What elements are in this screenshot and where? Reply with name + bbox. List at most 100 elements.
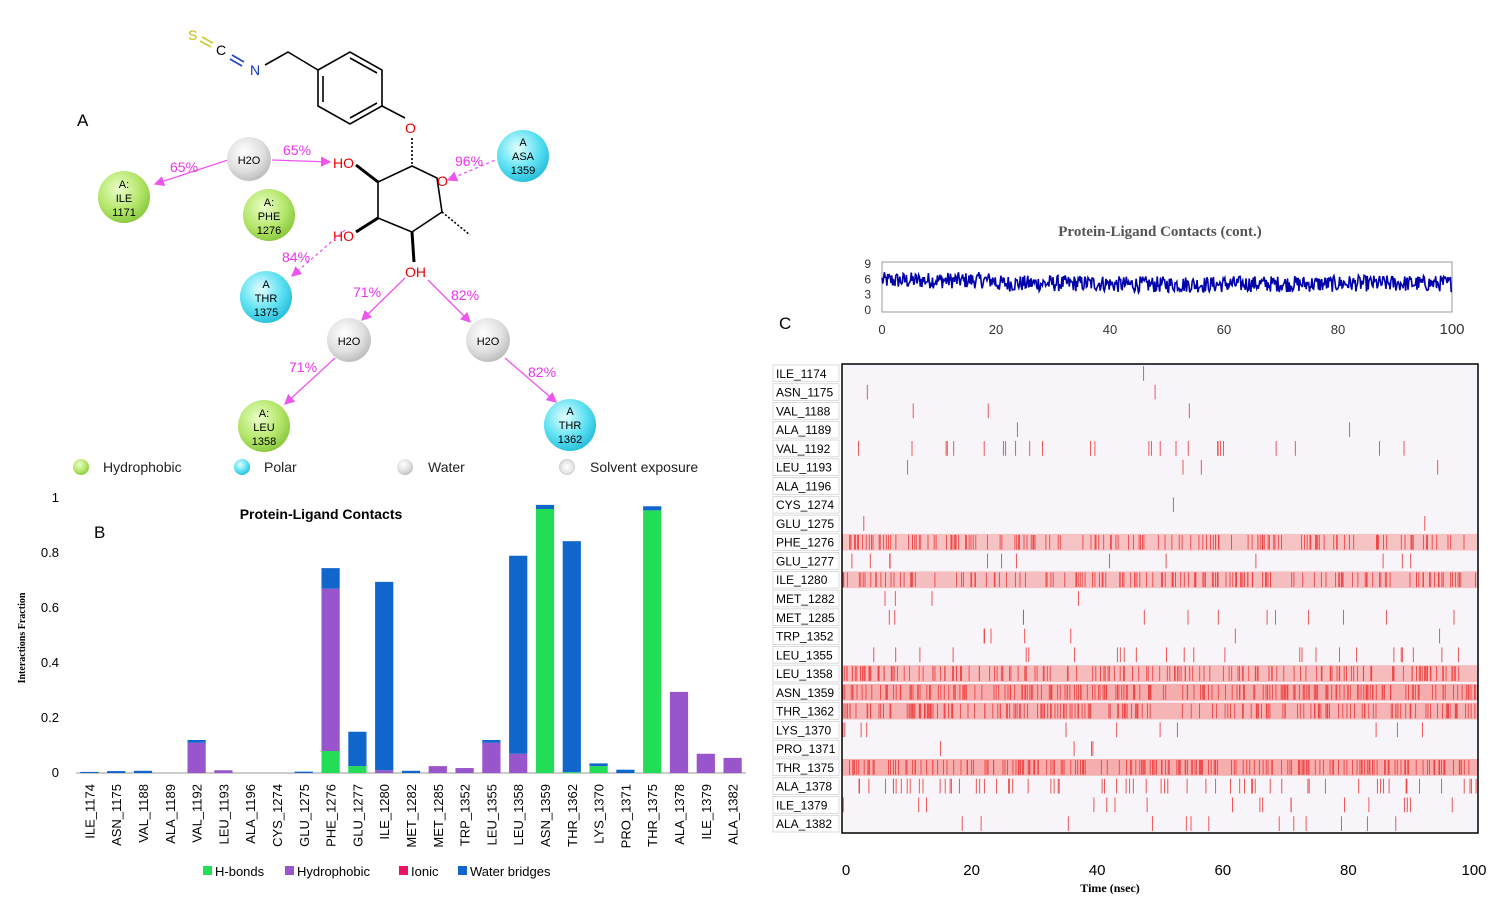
residue-label: THR_1362: [776, 705, 834, 719]
residue-label-box: [772, 458, 840, 476]
chart-b-title: Protein-Ligand Contacts: [240, 506, 403, 522]
bar-segment: [589, 763, 608, 767]
residue-label: TRP_1352: [776, 630, 834, 644]
residue-label: VAL_1192: [776, 442, 831, 456]
x-tick-label: ALA_1378: [672, 784, 687, 845]
res-chain: A:: [264, 197, 274, 209]
residue-label: ILE_1379: [776, 798, 828, 812]
pct-oh-water3: 82%: [451, 287, 479, 303]
x-tick-label: 20: [989, 322, 1003, 337]
x-tick-label: 80: [1340, 862, 1357, 879]
residue-label-box: [772, 814, 840, 833]
residue-label-box: [772, 646, 840, 664]
bar-segment: [294, 771, 313, 773]
legend-solvent-label: Solvent exposure: [590, 459, 698, 475]
bar-segment: [375, 770, 394, 773]
atom-ho-2: HO: [333, 228, 354, 244]
residue-label: ILE_1280: [776, 573, 828, 587]
water-label: H2O: [238, 155, 261, 167]
residue-label-box: [772, 439, 840, 458]
x-tick-label: THR_1375: [645, 784, 660, 847]
molecule-atoms: S C N O O HO HO OH: [188, 27, 448, 280]
bar-segment: [509, 555, 528, 754]
bar-segment: [428, 766, 447, 773]
interaction-percents: 65% 65% 96% 84% 71% 71% 82% 82%: [170, 142, 556, 380]
y-tick-label: 0: [864, 303, 871, 317]
res-num: 1276: [257, 225, 281, 237]
heatmap-x-axis: 0 20 40 60 80 100: [842, 862, 1487, 879]
legend-label: Water bridges: [470, 864, 551, 879]
x-tick-label: LYS_1370: [592, 784, 607, 844]
res-chain: A: [519, 137, 527, 149]
legend-solvent-swatch: [559, 459, 575, 475]
residue-label: LYS_1370: [776, 723, 831, 737]
pct-ile-water: 65%: [170, 159, 198, 175]
res-num: 1362: [558, 434, 582, 446]
bar-segment: [348, 731, 367, 767]
res-num: 1375: [254, 307, 278, 319]
x-tick-label: 80: [1331, 322, 1345, 337]
res-chain: A: [262, 279, 270, 291]
bar-segment: [562, 772, 581, 774]
res-name: PHE: [258, 211, 281, 223]
x-tick-label: 60: [1217, 322, 1231, 337]
residue-leu-1358: A: LEU 1358: [238, 400, 290, 452]
residue-label-box: [772, 721, 840, 739]
x-tick-label: VAL_1188: [136, 784, 151, 843]
bar-segment: [669, 691, 689, 773]
res-chain: A:: [259, 408, 269, 420]
contact-band: [842, 571, 1478, 589]
residue-label: ALA_1382: [776, 817, 832, 831]
x-tick-label: CYS_1274: [270, 784, 285, 847]
chart-b-x-axis: ILE_1174 ASN_1175 VAL_1188 ALA_1189 VAL_1192…: [82, 784, 740, 848]
bar-segment: [535, 509, 555, 773]
residue-label: MET_1285: [776, 611, 835, 625]
x-tick-label: 0: [842, 862, 850, 879]
res-name: ASA: [512, 151, 535, 163]
legend-label: H-bonds: [215, 864, 265, 879]
panel-label-b: B: [94, 523, 105, 542]
water-label: H2O: [338, 336, 361, 348]
bar-segment: [535, 504, 555, 509]
line-chart-frame: [881, 261, 1453, 313]
residue-asa-1359: A ASA 1359: [497, 130, 549, 182]
legend-label: Ionic: [411, 864, 439, 879]
bar-segment: [696, 753, 715, 773]
y-tick-label: 0.4: [41, 655, 59, 670]
chart-c-title: Protein-Ligand Contacts (cont.): [1058, 224, 1261, 240]
legend-label: Hydrophobic: [297, 864, 370, 879]
x-tick-label: ASN_1359: [538, 784, 553, 847]
x-tick-label: 40: [1089, 862, 1106, 879]
residue-label: CYS_1274: [776, 498, 834, 512]
x-tick-label: TRP_1352: [458, 784, 473, 846]
residue-label: LEU_1355: [776, 648, 833, 662]
y-tick-label: 0.8: [41, 545, 59, 560]
heatmap-frame: [841, 363, 1479, 834]
bar-segment: [80, 771, 99, 773]
bar-segment: [107, 771, 126, 773]
atom-o-ring: O: [437, 173, 448, 189]
bar-segment: [455, 768, 474, 773]
legend-swatch: [399, 866, 408, 875]
residue-label-box: [772, 383, 840, 401]
bar-segment: [133, 770, 153, 773]
residue-label-box: [772, 571, 840, 589]
x-tick-label: 20: [963, 862, 980, 879]
residue-label-box: [772, 627, 840, 645]
bar-segment: [375, 581, 394, 771]
pct-thr-ho: 84%: [282, 249, 310, 265]
residue-label: ALA_1378: [776, 780, 832, 794]
residue-label-box: [772, 589, 840, 608]
residue-label-box: [772, 683, 840, 702]
residue-thr-1375: A THR 1375: [240, 271, 292, 323]
bar-segment: [214, 770, 233, 773]
res-num: 1359: [511, 165, 535, 177]
x-tick-label: MET_1282: [404, 784, 419, 848]
res-name: THR: [559, 420, 582, 432]
residue-label: LEU_1358: [776, 667, 833, 681]
residue-label-box: [772, 608, 840, 626]
bar-segment: [643, 510, 662, 773]
residue-label-box: [772, 796, 840, 814]
legend-polar-swatch: [234, 459, 250, 475]
